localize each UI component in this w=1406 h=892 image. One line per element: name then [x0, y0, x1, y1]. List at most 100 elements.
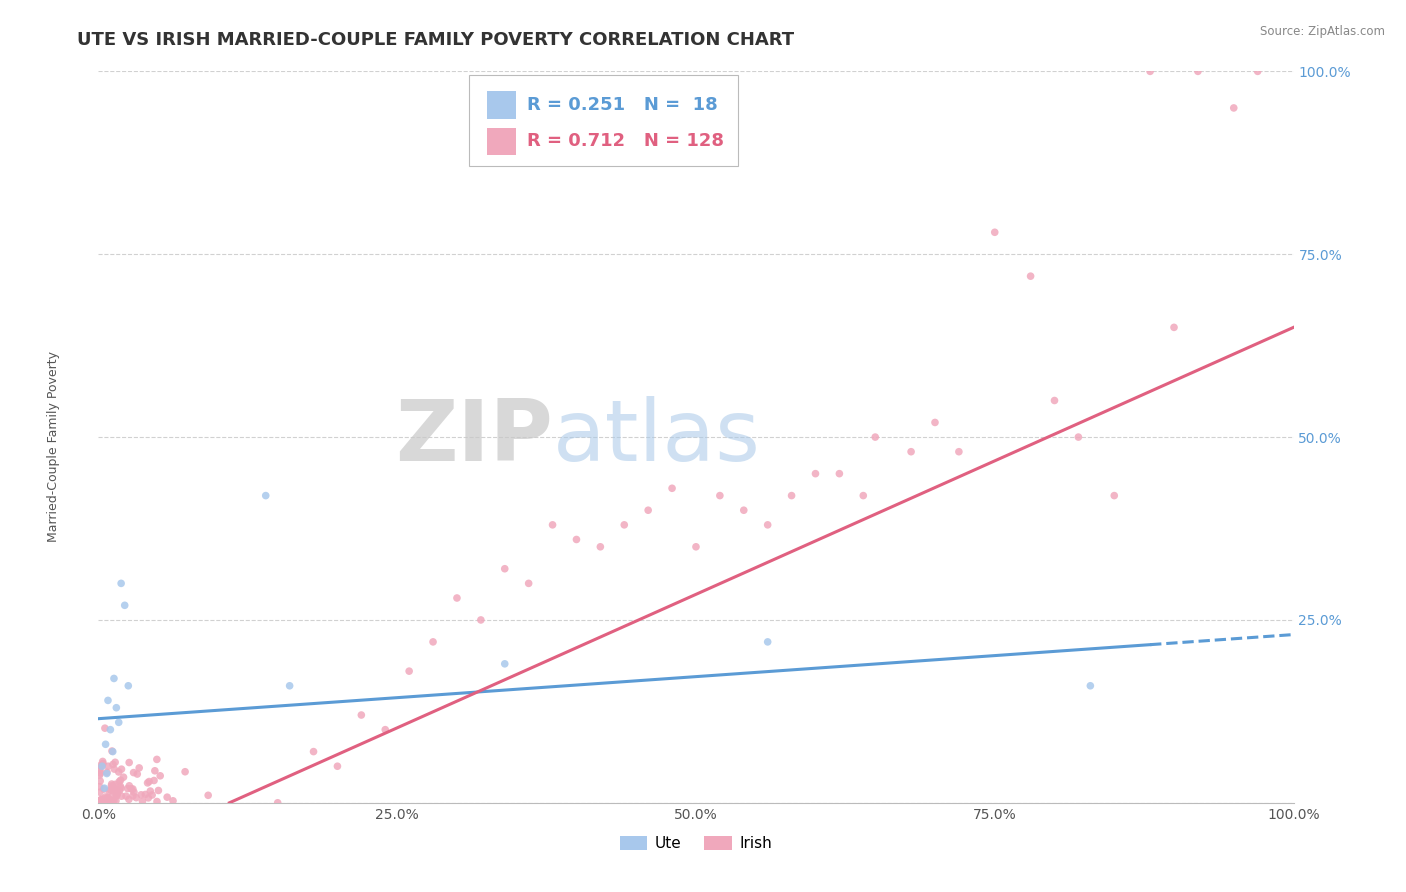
- Point: [112, 770, 135, 784]
- Point: [128, 761, 150, 775]
- Point: [139, 784, 162, 798]
- Point: [117, 679, 139, 693]
- Point: [733, 503, 755, 517]
- Point: [110, 762, 132, 776]
- Point: [98, 792, 121, 806]
- Point: [780, 489, 803, 503]
- Point: [107, 715, 129, 730]
- Point: [374, 723, 396, 737]
- FancyBboxPatch shape: [486, 128, 516, 155]
- Point: [108, 774, 131, 789]
- Point: [97, 693, 120, 707]
- Point: [108, 783, 131, 797]
- Point: [93, 792, 115, 806]
- Point: [756, 517, 779, 532]
- Point: [101, 745, 124, 759]
- Point: [91, 756, 114, 771]
- Point: [900, 444, 922, 458]
- Point: [494, 657, 516, 671]
- Point: [90, 794, 112, 808]
- Point: [517, 576, 540, 591]
- Point: [97, 790, 120, 805]
- Point: [110, 789, 132, 804]
- Point: [115, 789, 138, 804]
- Point: [494, 562, 516, 576]
- Point: [96, 766, 118, 780]
- Point: [101, 744, 124, 758]
- Point: [100, 779, 122, 793]
- Point: [91, 759, 114, 773]
- Point: [129, 788, 152, 802]
- FancyBboxPatch shape: [470, 75, 738, 167]
- Point: [104, 794, 127, 808]
- Point: [141, 788, 163, 802]
- Point: [96, 765, 118, 780]
- Point: [804, 467, 827, 481]
- Point: [105, 783, 128, 797]
- Point: [134, 788, 156, 802]
- Point: [398, 664, 420, 678]
- Point: [118, 792, 141, 806]
- Point: [94, 721, 117, 735]
- Point: [146, 795, 169, 809]
- Point: [138, 790, 160, 805]
- Point: [1019, 269, 1042, 284]
- Point: [89, 766, 111, 780]
- Point: [254, 489, 277, 503]
- FancyBboxPatch shape: [486, 91, 516, 119]
- Point: [104, 756, 127, 770]
- Point: [1080, 679, 1102, 693]
- Point: [100, 777, 122, 791]
- Point: [105, 700, 128, 714]
- Point: [162, 794, 184, 808]
- Point: [302, 745, 325, 759]
- Point: [104, 782, 127, 797]
- Point: [103, 779, 125, 793]
- Text: UTE VS IRISH MARRIED-COUPLE FAMILY POVERTY CORRELATION CHART: UTE VS IRISH MARRIED-COUPLE FAMILY POVER…: [77, 31, 794, 49]
- Point: [148, 783, 170, 797]
- Point: [984, 225, 1007, 239]
- Point: [197, 789, 219, 803]
- Point: [118, 756, 141, 770]
- Point: [143, 773, 166, 788]
- Point: [122, 789, 145, 803]
- Point: [1247, 64, 1270, 78]
- Point: [470, 613, 492, 627]
- Point: [107, 786, 129, 800]
- Point: [131, 794, 153, 808]
- Point: [89, 794, 111, 808]
- Point: [90, 792, 112, 806]
- Point: [107, 764, 129, 779]
- Point: [422, 635, 444, 649]
- Point: [110, 780, 132, 795]
- Point: [143, 764, 166, 778]
- Point: [89, 768, 111, 782]
- Point: [865, 430, 887, 444]
- Point: [93, 781, 115, 796]
- Point: [661, 481, 683, 495]
- Legend: Ute, Irish: Ute, Irish: [613, 830, 779, 857]
- Point: [1187, 64, 1209, 78]
- Point: [103, 762, 125, 776]
- Point: [105, 787, 128, 801]
- Point: [97, 792, 120, 806]
- Point: [90, 796, 112, 810]
- Point: [852, 489, 875, 503]
- Point: [136, 776, 159, 790]
- Point: [118, 779, 141, 793]
- Point: [101, 796, 124, 810]
- Text: Married-Couple Family Poverty: Married-Couple Family Poverty: [46, 351, 60, 541]
- Point: [110, 779, 132, 793]
- Point: [94, 789, 117, 804]
- Point: [89, 780, 111, 794]
- Point: [709, 489, 731, 503]
- Point: [101, 757, 124, 772]
- Point: [105, 788, 128, 802]
- Point: [1104, 489, 1126, 503]
- Text: R = 0.712   N = 128: R = 0.712 N = 128: [527, 132, 724, 150]
- Text: Source: ZipAtlas.com: Source: ZipAtlas.com: [1260, 25, 1385, 38]
- Point: [924, 416, 946, 430]
- Point: [89, 774, 111, 789]
- Point: [101, 789, 124, 803]
- Point: [93, 782, 115, 797]
